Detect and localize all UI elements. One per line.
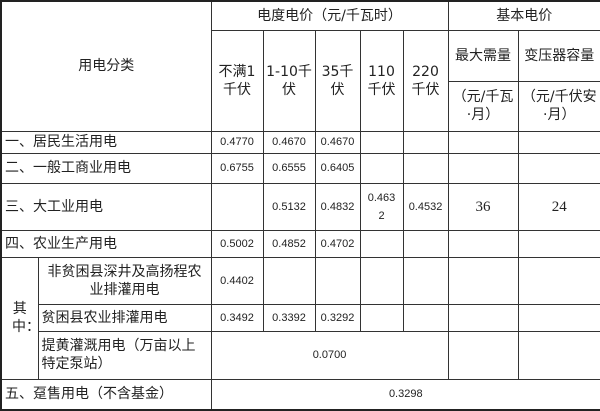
cell [447,330,519,380]
header-voltage: 1-10千伏 [262,29,316,132]
table-row: 五、趸售用电（不含基金） 0.3298 [0,378,600,411]
cell [447,130,519,154]
header-basic-price: 基本电价 [447,0,600,31]
row-label: 五、趸售用电（不含基金） [0,378,212,411]
table-row: 四、农业生产用电 0.5002 0.4852 0.4702 [0,229,600,258]
cell: 0.4852 [262,229,316,258]
row-label: 四、农业生产用电 [0,229,212,258]
cell: 0.4832 [314,182,361,231]
cell [210,182,264,231]
row-label: 二、一般工商业用电 [0,152,212,184]
header-max-demand: 最大需量 [447,29,519,82]
cell [447,229,519,258]
cell: 0.6555 [262,152,316,184]
cell [262,256,316,305]
cell [517,152,600,184]
row-label: 三、大工业用电 [0,182,212,231]
cell [359,303,404,332]
header-category: 用电分类 [0,0,212,132]
header-voltage: 110千伏 [359,29,404,132]
cell [517,130,600,154]
cell: 0.6755 [210,152,264,184]
row-label: 一、居民生活用电 [0,130,212,154]
cell [314,256,361,305]
sub-label: 其中： [0,256,39,380]
cell: 24 [517,182,600,231]
table-row: 提黄灌溉用电（万亩以上特定泵站） 0.0700 [1,330,600,380]
header-max-demand-unit: （元/千瓦·月） [447,80,519,132]
cell [447,152,519,184]
cell: 0.4532 [402,182,449,231]
row-label: 非贫困县深井及高扬程农业排灌用电 [37,256,212,305]
header-energy-price: 电度电价（元/千瓦时） [210,0,449,31]
cell [359,130,404,154]
cell [402,130,449,154]
header-voltage: 35千伏 [314,29,361,132]
cell: 0.0700 [210,330,449,380]
cell: 0.4770 [210,130,264,154]
cell [359,152,404,184]
cell [517,229,600,258]
cell: 0.4702 [314,229,361,258]
cell: 0.5002 [210,229,264,258]
cell: 0.4670 [262,130,316,154]
cell [402,256,449,305]
cell: 0.4670 [314,130,361,154]
cell: 36 [447,182,519,231]
table-row: 三、大工业用电 0.5132 0.4832 0.4632 0.4532 36 2… [0,182,600,231]
cell [447,256,519,305]
cell: 0.3392 [262,303,316,332]
cell: 0.6405 [314,152,361,184]
row-label: 提黄灌溉用电（万亩以上特定泵站） [37,330,212,380]
cell: 0.3298 [210,378,600,411]
table-row: 二、一般工商业用电 0.6755 0.6555 0.6405 [0,152,600,184]
header-transformer-unit: （元/千伏安·月） [517,80,600,132]
cell [517,303,600,332]
cell [517,330,600,380]
cell [359,256,404,305]
header-voltage: 不满1千伏 [210,29,264,132]
row-label: 贫困县农业排灌用电 [37,303,212,332]
cell: 0.5132 [262,182,316,231]
cell: 0.3292 [314,303,361,332]
cell: 0.4632 [359,182,404,231]
table-row: 其中： 非贫困县深井及高扬程农业排灌用电 0.4402 [0,256,600,380]
cell [402,303,449,332]
cell [359,229,404,258]
cell [517,256,600,305]
cell: 0.4402 [210,256,264,305]
table-row: 贫困县农业排灌用电 0.3492 0.3392 0.3292 [1,303,600,332]
header-transformer-capacity: 变压器容量 [517,29,600,82]
cell [402,229,449,258]
cell [447,303,519,332]
table-row: 一、居民生活用电 0.4770 0.4670 0.4670 [0,130,600,154]
header-voltage: 220千伏 [402,29,449,132]
cell [402,152,449,184]
cell: 0.3492 [210,303,264,332]
